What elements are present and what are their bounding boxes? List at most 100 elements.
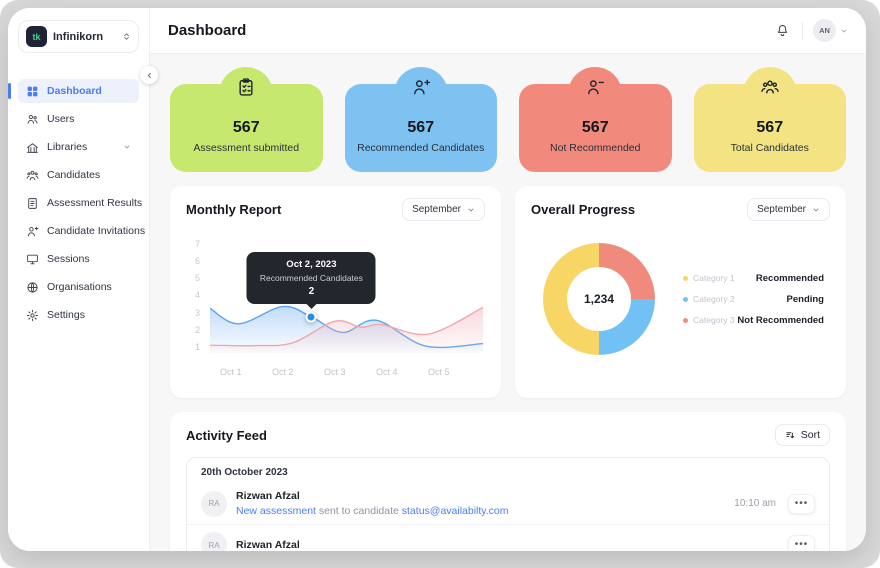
stat-value: 567 bbox=[581, 118, 609, 136]
feed-entry-name: Rizwan Afzal bbox=[236, 490, 300, 502]
sidebar-item-libraries[interactable]: Libraries bbox=[18, 135, 139, 159]
line-chart: Oct 2, 2023 Recommended Candidates 2 7 6 5… bbox=[186, 229, 485, 385]
notifications-button[interactable] bbox=[773, 21, 792, 40]
sidebar-item-sessions[interactable]: Sessions bbox=[18, 247, 139, 271]
tooltip-value: 2 bbox=[308, 285, 315, 297]
feed-entry-meta: 10:10 am ••• bbox=[734, 493, 815, 514]
stat-card-recommended-candidates: 567 Recommended Candidates bbox=[344, 67, 497, 172]
chevron-left-icon bbox=[147, 72, 151, 78]
line-chart-svg bbox=[210, 229, 483, 353]
sidebar-item-candidate-invitations[interactable]: Candidate Invitations bbox=[18, 219, 145, 243]
sidebar-item-label: Settings bbox=[47, 309, 85, 321]
stat-card-bump bbox=[742, 67, 797, 121]
sidebar-menu: Dashboard Users Libraries Candidates Assessm… bbox=[8, 79, 149, 327]
donut-center-total: 1,234 bbox=[567, 267, 631, 331]
sidebar-item-candidates[interactable]: Candidates bbox=[18, 163, 139, 187]
stat-cards-row: 567 Assessment submitted 567 Recommended Ca… bbox=[170, 67, 846, 172]
legend-dot bbox=[683, 275, 688, 281]
message-link[interactable]: New assessment bbox=[236, 505, 316, 517]
x-axis-tick: Oct 2 bbox=[272, 367, 294, 377]
y-axis-tick: 1 bbox=[194, 342, 200, 352]
stat-value: 567 bbox=[232, 118, 260, 136]
sort-button[interactable]: Sort bbox=[774, 424, 830, 446]
workspace-name: Infinikorn bbox=[53, 30, 104, 43]
message-link[interactable]: status@availabilty.com bbox=[401, 505, 509, 517]
chevron-down-icon bbox=[840, 27, 848, 35]
message-muted: sent to candidate bbox=[315, 505, 402, 517]
logo-monogram: tk bbox=[32, 31, 41, 42]
users-icon bbox=[26, 113, 39, 126]
chevron-down-icon bbox=[467, 206, 475, 214]
user-menu[interactable]: AN bbox=[813, 19, 848, 42]
stat-card-bump bbox=[568, 67, 623, 121]
feed-entries: RA Rizwan Afzal New assessment sent to can… bbox=[187, 483, 829, 551]
sidebar-item-label: Organisations bbox=[47, 281, 112, 293]
x-axis-tick: Oct 1 bbox=[220, 367, 242, 377]
y-axis-tick: 3 bbox=[194, 307, 200, 318]
legend-category: Category 3 bbox=[693, 315, 735, 325]
header-divider bbox=[802, 21, 803, 40]
sidebar-item-users[interactable]: Users bbox=[18, 107, 139, 131]
chart-tooltip: Oct 2, 2023 Recommended Candidates 2 bbox=[246, 251, 376, 304]
stat-card-not-recommended: 567 Not Recommended bbox=[519, 67, 672, 172]
legend-dot bbox=[683, 296, 688, 302]
gear-icon bbox=[26, 309, 39, 322]
sidebar-item-settings[interactable]: Settings bbox=[18, 303, 139, 327]
feed-entry: RA Rizwan Afzal New assessment sent to can… bbox=[187, 483, 829, 524]
sidebar-item-organisations[interactable]: Organisations bbox=[18, 275, 139, 299]
tooltip-label: Recommended Candidates bbox=[259, 272, 363, 283]
workspace-switcher[interactable]: tk Infinikorn bbox=[18, 20, 139, 53]
feed-entry-meta: ••• bbox=[788, 535, 815, 551]
user-plus-icon bbox=[411, 77, 431, 97]
activity-feed-title: Activity Feed bbox=[186, 427, 267, 443]
sidebar-item-assessment-results[interactable]: Assessment Results bbox=[18, 191, 142, 215]
y-axis-tick: 2 bbox=[194, 324, 200, 335]
legend-row-category-3: Category 3 Not Recommended bbox=[683, 315, 824, 326]
sidebar-collapse-button[interactable] bbox=[140, 66, 158, 84]
chevron-down-icon bbox=[123, 143, 131, 151]
top-header: Dashboard AN bbox=[150, 8, 866, 54]
x-axis-tick: Oct 4 bbox=[376, 367, 398, 377]
monthly-report-title: Monthly Report bbox=[186, 202, 282, 217]
avatar: RA bbox=[201, 490, 227, 517]
document-icon bbox=[26, 197, 39, 210]
monitor-icon bbox=[26, 253, 39, 266]
stat-label: Assessment submitted bbox=[193, 141, 300, 154]
feed-entry-body: Rizwan Afzal New assessment sent to candi… bbox=[236, 490, 725, 517]
candidates-icon bbox=[26, 169, 39, 182]
bell-icon bbox=[777, 25, 788, 37]
overall-progress-period-select[interactable]: September bbox=[747, 198, 830, 221]
legend-value: Recommended bbox=[755, 272, 824, 284]
feed-entry-message: New assessment sent to candidate status@… bbox=[236, 505, 725, 517]
period-value: September bbox=[757, 204, 806, 215]
sidebar-item-label: Candidate Invitations bbox=[47, 225, 146, 237]
sidebar-item-dashboard[interactable]: Dashboard bbox=[8, 79, 139, 103]
y-axis-tick: 7 bbox=[194, 238, 200, 249]
legend-value: Not Recommended bbox=[737, 314, 824, 326]
page-title: Dashboard bbox=[168, 22, 247, 39]
sidebar-item-label: Dashboard bbox=[47, 85, 102, 97]
stat-card-bump bbox=[393, 67, 448, 121]
monthly-report-period-select[interactable]: September bbox=[402, 198, 485, 221]
sidebar-item-label: Candidates bbox=[47, 169, 101, 181]
stat-card-assessment-submitted: 567 Assessment submitted bbox=[170, 67, 323, 172]
feed-date-group: 20th October 2023 bbox=[201, 467, 288, 478]
sidebar-item-label: Users bbox=[47, 113, 75, 125]
more-options-button[interactable]: ••• bbox=[788, 493, 815, 514]
more-options-button[interactable]: ••• bbox=[788, 535, 815, 551]
legend-category: Category 1 bbox=[693, 273, 735, 283]
header-actions: AN bbox=[773, 19, 848, 42]
main-area: Dashboard AN 567 Assessment submitted 5 bbox=[150, 8, 866, 551]
data-point-marker[interactable] bbox=[305, 311, 317, 323]
donut-legend: Category 1 Recommended Category 2 Pending Ca… bbox=[683, 273, 824, 326]
monthly-report-card: Monthly Report September bbox=[170, 186, 501, 398]
legend-value: Pending bbox=[786, 293, 824, 305]
overall-progress-card: Overall Progress September 1,234 bbox=[515, 186, 846, 398]
users-group-icon bbox=[760, 77, 780, 97]
donut-chart: 1,234 bbox=[543, 243, 655, 355]
avatar: RA bbox=[201, 532, 227, 551]
y-axis-tick: 6 bbox=[194, 256, 200, 266]
charts-row: Monthly Report September bbox=[170, 186, 846, 398]
stat-label: Total Candidates bbox=[730, 141, 809, 154]
